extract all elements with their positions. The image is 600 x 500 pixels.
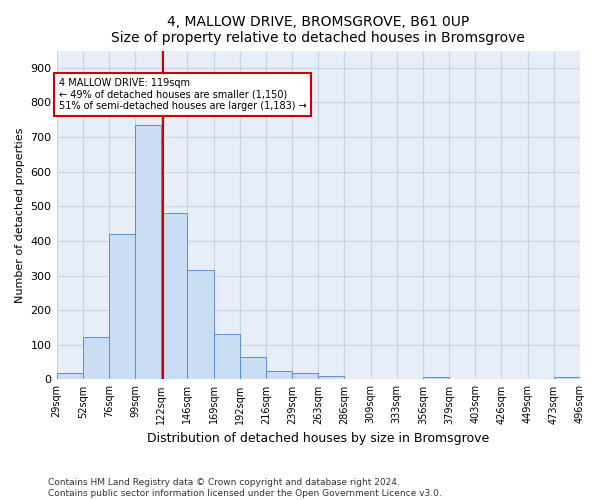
Bar — [135, 125, 161, 380]
Bar — [214, 334, 240, 380]
Bar — [240, 357, 266, 380]
X-axis label: Distribution of detached houses by size in Bromsgrove: Distribution of detached houses by size … — [147, 432, 490, 445]
Bar — [161, 214, 187, 380]
Text: 4 MALLOW DRIVE: 119sqm
← 49% of detached houses are smaller (1,150)
51% of semi-: 4 MALLOW DRIVE: 119sqm ← 49% of detached… — [59, 78, 307, 112]
Bar — [56, 372, 83, 380]
Bar — [187, 270, 214, 380]
Bar — [292, 372, 318, 380]
Bar — [266, 371, 292, 380]
Bar — [423, 376, 449, 380]
Bar — [83, 337, 109, 380]
Text: Contains HM Land Registry data © Crown copyright and database right 2024.
Contai: Contains HM Land Registry data © Crown c… — [48, 478, 442, 498]
Bar — [318, 376, 344, 380]
Title: 4, MALLOW DRIVE, BROMSGROVE, B61 0UP
Size of property relative to detached house: 4, MALLOW DRIVE, BROMSGROVE, B61 0UP Siz… — [112, 15, 525, 45]
Y-axis label: Number of detached properties: Number of detached properties — [15, 128, 25, 302]
Bar — [554, 376, 580, 380]
Bar — [109, 234, 135, 380]
